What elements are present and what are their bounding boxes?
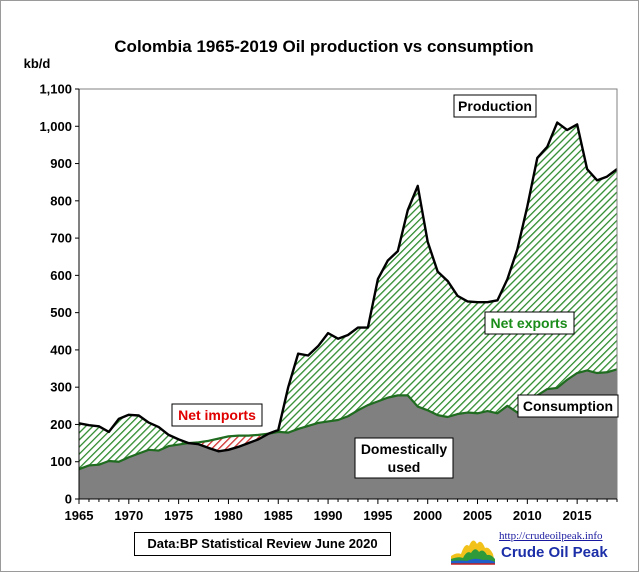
y-tick-label: 800	[50, 193, 72, 208]
y-tick-label: 200	[50, 417, 72, 432]
annotation-net-imports-text: Net imports	[178, 407, 256, 423]
logo-name-text: Crude Oil Peak	[501, 544, 608, 561]
y-tick-label: 900	[50, 156, 72, 171]
annotation-production-text: Production	[458, 98, 532, 114]
y-tick-label: 500	[50, 305, 72, 320]
y-tick-label: 1,100	[39, 82, 72, 97]
logo-chart-icon	[451, 540, 495, 565]
x-tick-label: 2000	[413, 508, 442, 523]
axes	[75, 88, 618, 504]
annotation-net-exports-text: Net exports	[490, 315, 567, 331]
y-tick-label: 700	[50, 231, 72, 246]
production-line	[78, 121, 618, 453]
x-tick-label: 1985	[264, 508, 293, 523]
x-tick-labels: 1965 1970 1975 1980 1985 1990 1995 2000 2005 2010…	[65, 508, 592, 523]
y-tick-labels: 0 100 200 300 400 500 600 700 800 900 1,000 1,100	[39, 82, 72, 507]
x-tick-label: 1965	[65, 508, 94, 523]
net-exports-area	[79, 414, 189, 470]
annotation-domestically-used-line1: Domestically	[361, 441, 448, 457]
y-tick-label: 300	[50, 380, 72, 395]
annotation-net-exports: Net exports	[484, 311, 575, 335]
x-tick-label: 2005	[463, 508, 492, 523]
chart-title: Colombia 1965-2019 Oil production vs con…	[114, 37, 533, 56]
domestically-used-area	[79, 369, 617, 499]
y-axis-unit-label: kb/d	[24, 56, 51, 71]
data-source-note: Data:BP Statistical Review June 2020	[134, 532, 391, 556]
annotation-production: Production	[453, 94, 537, 118]
net-exports-area	[268, 122, 617, 434]
y-tick-label: 600	[50, 268, 72, 283]
logo-url-link[interactable]: http://crudeoilpeak.info	[499, 530, 603, 542]
annotation-net-imports: Net imports	[171, 403, 263, 427]
x-tick-label: 1975	[164, 508, 193, 523]
x-tick-label: 2010	[513, 508, 542, 523]
annotation-consumption: Consumption	[517, 394, 619, 418]
x-tick-label: 1995	[363, 508, 392, 523]
annotation-consumption-text: Consumption	[523, 398, 613, 414]
y-tick-label: 100	[50, 454, 72, 469]
x-tick-label: 2015	[563, 508, 592, 523]
crude-oil-peak-logo[interactable]: http://crudeoilpeak.info Crude Oil Peak	[449, 530, 629, 568]
y-tick-label: 0	[65, 492, 72, 507]
x-tick-label: 1970	[114, 508, 143, 523]
plot-areas	[79, 122, 617, 499]
annotation-domestically-used: Domestically used	[354, 437, 454, 479]
y-tick-label: 400	[50, 342, 72, 357]
x-tick-label: 1980	[214, 508, 243, 523]
y-tick-label: 1,000	[39, 119, 72, 134]
annotation-domestically-used-line2: used	[388, 459, 421, 475]
x-tick-label: 1990	[314, 508, 343, 523]
